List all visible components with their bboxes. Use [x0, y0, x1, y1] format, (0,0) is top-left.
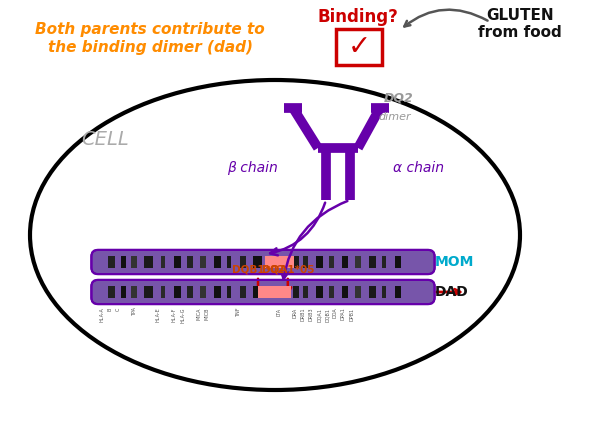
Bar — [342, 286, 348, 298]
Bar — [227, 256, 232, 268]
FancyArrowPatch shape — [270, 202, 325, 256]
Bar — [302, 286, 308, 298]
Bar — [355, 256, 361, 268]
Text: DRA: DRA — [293, 307, 298, 318]
Bar — [108, 286, 115, 298]
Bar — [368, 286, 376, 298]
Text: from food: from food — [478, 25, 562, 40]
Text: DRB1: DRB1 — [301, 307, 306, 321]
Text: DAD: DAD — [435, 285, 469, 299]
Text: DQB1: DQB1 — [325, 307, 330, 321]
Text: MOM: MOM — [435, 255, 475, 269]
Text: Both parents contribute to: Both parents contribute to — [35, 22, 265, 37]
Bar — [227, 286, 232, 298]
Text: HLA-E: HLA-E — [156, 307, 161, 322]
Text: LTA: LTA — [277, 307, 281, 315]
Bar — [293, 256, 299, 268]
Text: HLA-F: HLA-F — [172, 307, 177, 322]
Bar — [283, 256, 287, 268]
Bar — [131, 286, 137, 298]
Bar — [316, 286, 323, 298]
Bar — [293, 286, 299, 298]
Bar — [240, 256, 246, 268]
Bar — [265, 256, 295, 268]
FancyArrowPatch shape — [281, 201, 347, 279]
Bar — [382, 256, 386, 268]
Bar — [336, 29, 382, 65]
Text: DQA1*05: DQA1*05 — [262, 264, 314, 274]
Text: DQA1: DQA1 — [317, 307, 322, 321]
Bar — [258, 286, 291, 298]
Bar — [342, 256, 348, 268]
Text: β chain: β chain — [227, 161, 278, 175]
Text: ✓: ✓ — [347, 33, 371, 61]
Bar — [174, 286, 181, 298]
Text: C: C — [116, 307, 121, 311]
Text: dimer: dimer — [378, 112, 410, 122]
Bar — [253, 286, 262, 298]
Text: B: B — [107, 307, 113, 311]
Bar — [329, 286, 334, 298]
Bar — [121, 256, 126, 268]
Text: DQB1*02: DQB1*02 — [232, 264, 284, 274]
FancyBboxPatch shape — [91, 250, 434, 274]
Bar — [316, 256, 323, 268]
Bar — [161, 286, 166, 298]
Bar — [200, 256, 206, 268]
FancyBboxPatch shape — [91, 280, 434, 304]
Bar — [395, 256, 401, 268]
Bar — [174, 256, 181, 268]
Text: α chain: α chain — [393, 161, 444, 175]
Text: MICB: MICB — [204, 307, 209, 320]
Bar — [161, 256, 166, 268]
Bar — [144, 256, 153, 268]
Text: HLA-A: HLA-A — [100, 307, 104, 322]
Text: DPA1: DPA1 — [341, 307, 346, 321]
Text: GLUTEN: GLUTEN — [486, 8, 554, 23]
Text: DOA: DOA — [333, 307, 338, 318]
Bar — [283, 286, 287, 298]
Text: HLA-G: HLA-G — [180, 307, 185, 323]
Bar — [144, 286, 153, 298]
Bar — [302, 256, 308, 268]
Text: TPA: TPA — [132, 307, 137, 316]
Text: DQ2: DQ2 — [384, 92, 414, 104]
Bar — [355, 286, 361, 298]
Bar — [214, 256, 221, 268]
Bar — [131, 256, 137, 268]
Text: DRB3: DRB3 — [309, 307, 314, 321]
Text: Binding?: Binding? — [317, 8, 398, 26]
Bar — [200, 286, 206, 298]
Bar — [121, 286, 126, 298]
Bar — [329, 256, 334, 268]
Bar — [214, 286, 221, 298]
Bar — [253, 256, 262, 268]
Text: TNF: TNF — [236, 307, 241, 317]
Text: DPB1: DPB1 — [349, 307, 354, 321]
Bar — [240, 286, 246, 298]
Text: CELL: CELL — [81, 130, 129, 149]
Bar — [395, 286, 401, 298]
Bar — [108, 256, 115, 268]
Text: MICA: MICA — [196, 307, 201, 320]
Bar — [187, 256, 193, 268]
Bar — [382, 286, 386, 298]
Bar — [368, 256, 376, 268]
Text: the binding dimer (dad): the binding dimer (dad) — [47, 40, 253, 55]
Bar — [187, 286, 193, 298]
